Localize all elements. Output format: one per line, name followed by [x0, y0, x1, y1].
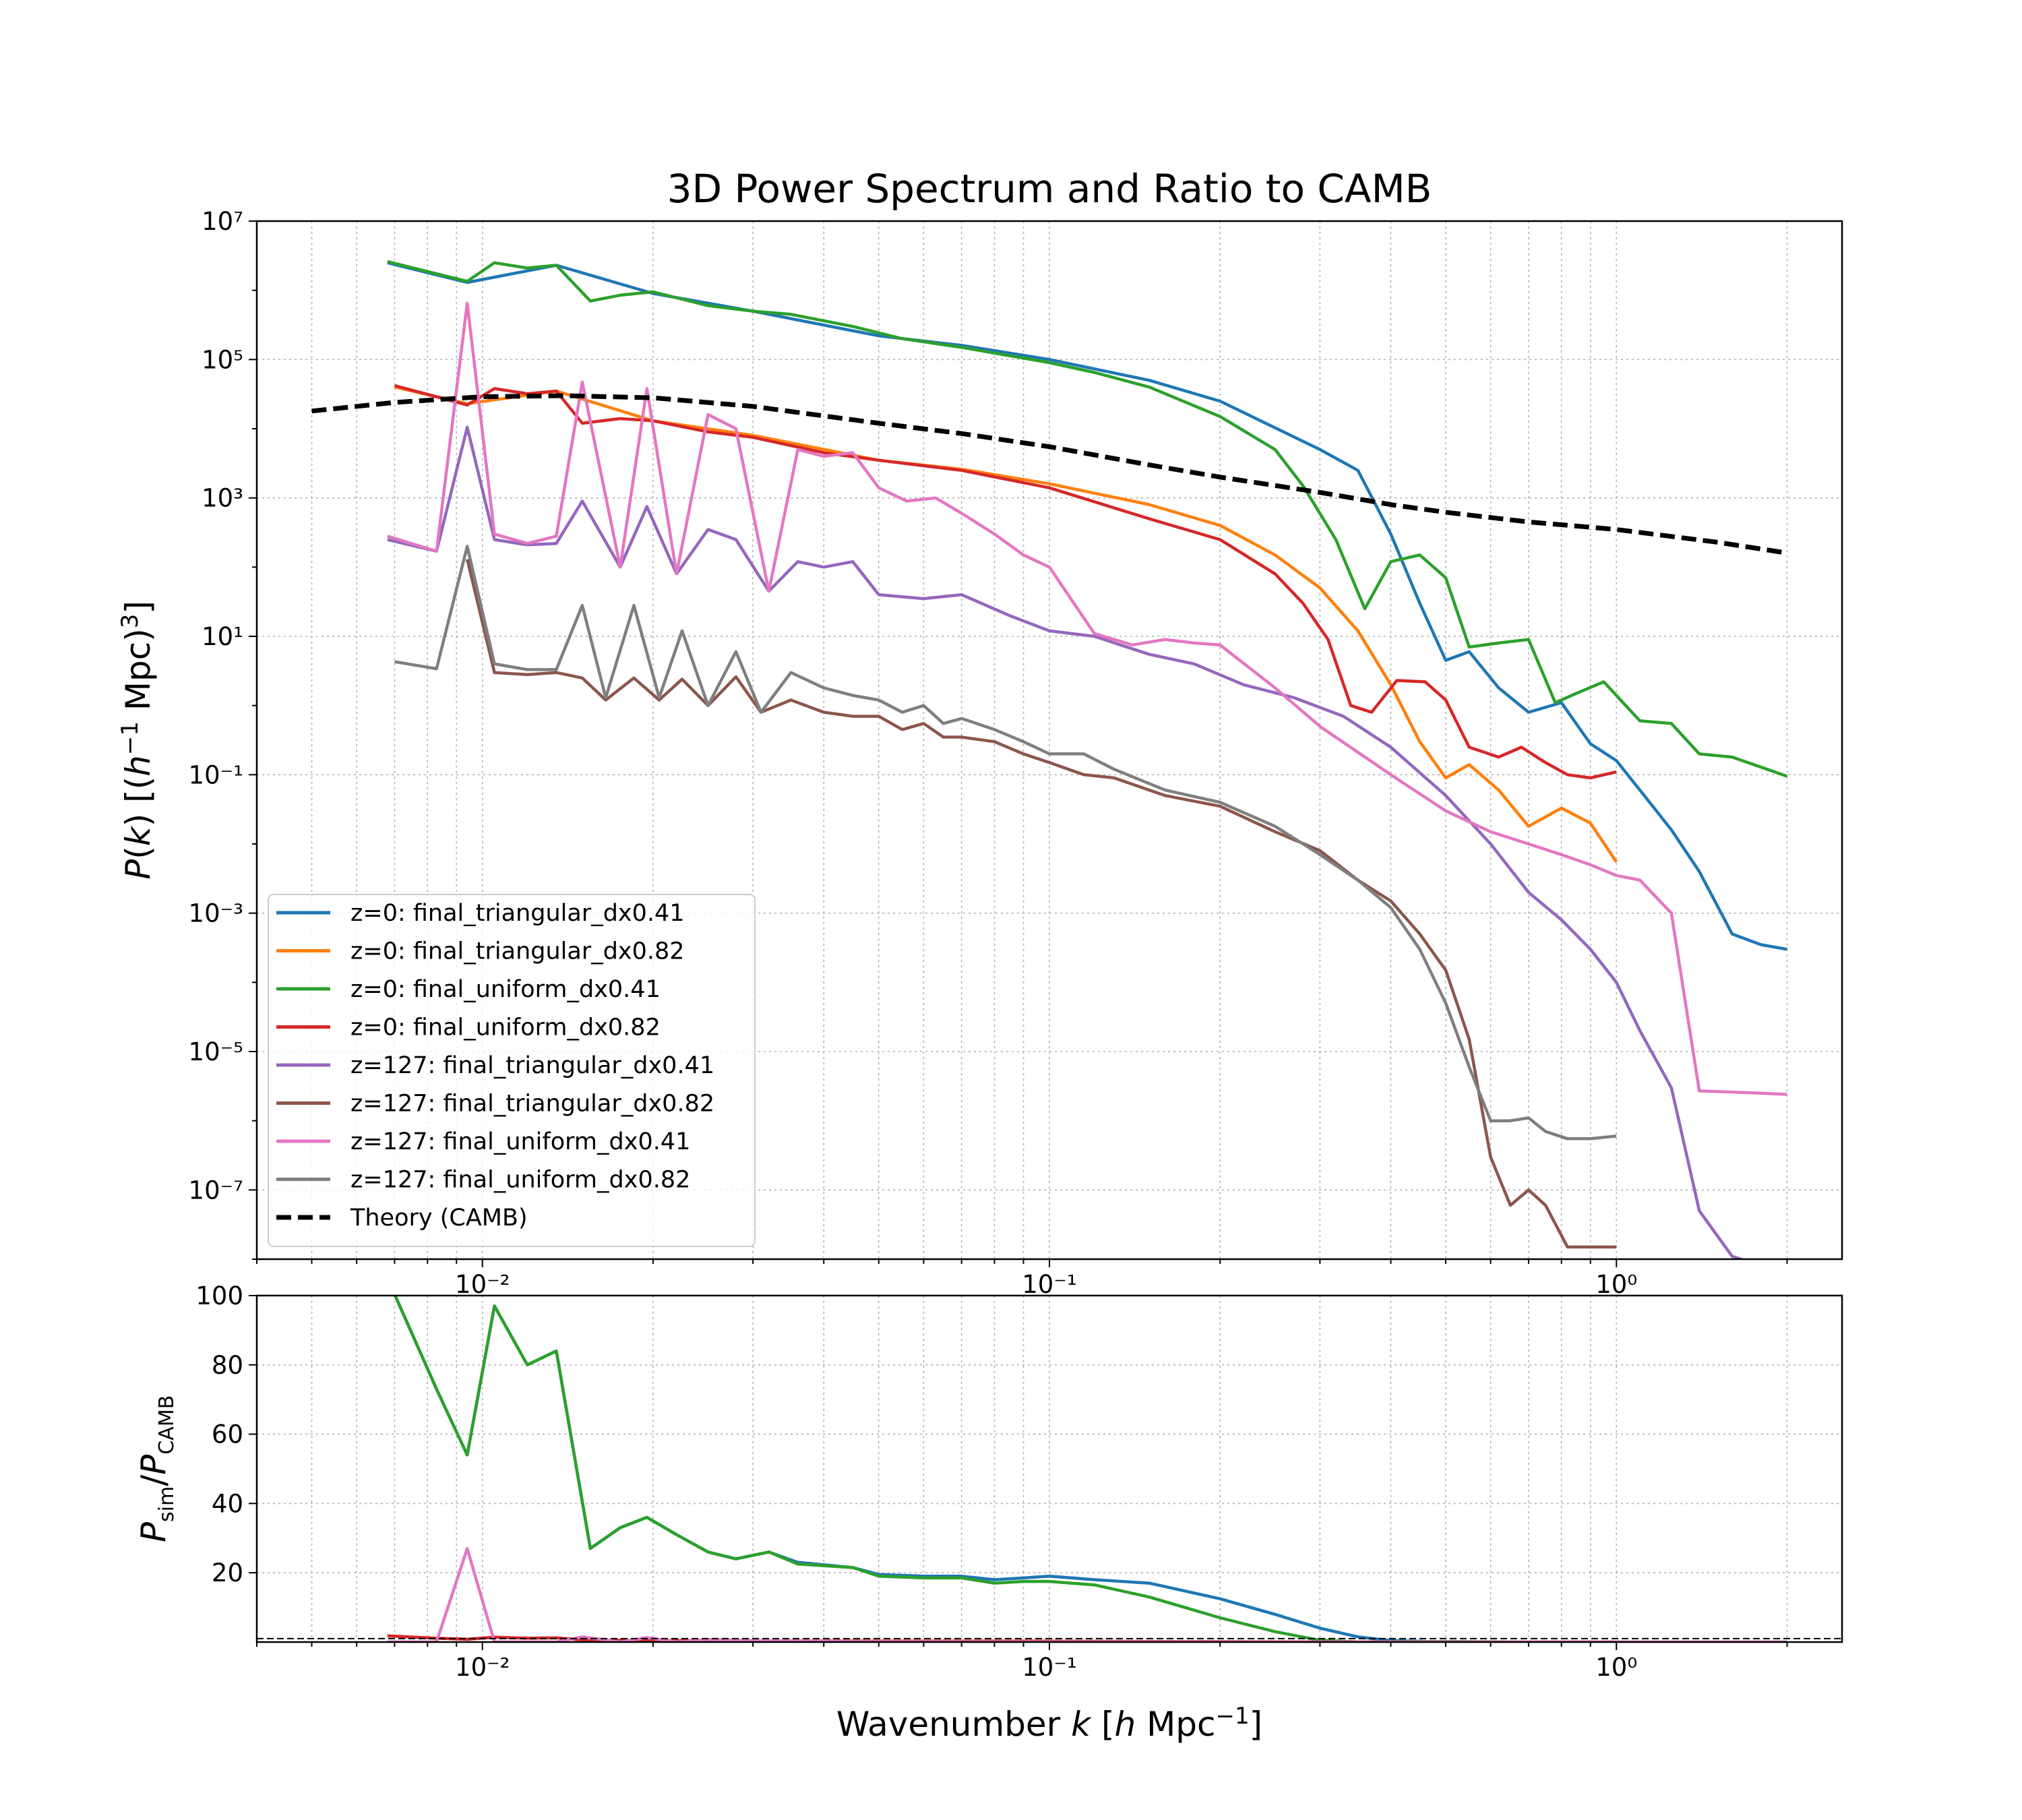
bottom-y-axis-label: Psim/PCAMB — [134, 1395, 179, 1542]
y-tick-label: 10³ — [202, 484, 243, 513]
top-series — [311, 260, 1788, 1259]
series-line-8 — [311, 393, 1788, 555]
legend-items: z=0: final_triangular_dx0.41 z=0: final_t… — [276, 900, 714, 1232]
y-tick-label: 60 — [212, 1420, 243, 1449]
legend-label: z=127: final_uniform_dx0.41 — [350, 1128, 690, 1155]
legend-label: z=127: final_triangular_dx0.82 — [350, 1091, 714, 1118]
y-tick-label: 10⁻¹ — [189, 760, 243, 789]
y-tick-label: 100 — [195, 1281, 243, 1310]
x-tick-label: 10⁻² — [455, 1270, 510, 1299]
y-tick-label: 10⁻³ — [189, 899, 243, 928]
series-line-4 — [387, 425, 1746, 1259]
x-tick-label: 10⁻¹ — [1022, 1270, 1076, 1299]
y-tick-label: 10⁵ — [202, 345, 243, 374]
legend: z=0: final_triangular_dx0.41 z=0: final_t… — [268, 894, 756, 1247]
y-tick-label: 40 — [212, 1489, 243, 1518]
series-line-3 — [394, 384, 1617, 780]
legend-label: Theory (CAMB) — [350, 1205, 528, 1232]
legend-label: z=0: final_uniform_dx0.82 — [350, 1014, 661, 1041]
series-line-7 — [394, 545, 1617, 1141]
legend-label: z=0: final_triangular_dx0.41 — [350, 900, 685, 927]
top-axes-frame — [255, 220, 1843, 1261]
x-axis-label: Wavenumber k [h Mpc−1] — [836, 1703, 1262, 1744]
top-ticks: 10⁻⁷ 10⁻⁵ 10⁻³ 10⁻¹ 10¹ 10³ 10⁵ 10⁷ 10⁻² 10⁻¹ 10⁰ — [189, 207, 1788, 1299]
x-tick-label: 10⁰ — [1595, 1270, 1637, 1299]
bottom-ticks: 10⁻² 10⁻¹ 10⁰ 20 40 60 80 100 — [195, 1281, 1788, 1682]
x-tick-label: 10⁰ — [1595, 1653, 1637, 1682]
ratio-line-3 — [387, 1546, 1787, 1642]
series-line-1 — [394, 386, 1618, 863]
series-line-5 — [466, 559, 1617, 1249]
y-tick-label: 20 — [212, 1558, 243, 1587]
legend-box — [268, 894, 756, 1247]
legend-label: z=0: final_triangular_dx0.82 — [350, 938, 685, 965]
y-tick-label: 80 — [212, 1351, 243, 1380]
chart-title: 3D Power Spectrum and Ratio to CAMB — [667, 166, 1432, 212]
y-tick-label: 10⁻⁵ — [189, 1037, 243, 1066]
bottom-panel: 10⁻² 10⁻¹ 10⁰ 20 40 60 80 100 Psim/PCAMB Wavenu… — [134, 1281, 1843, 1744]
series-line-0 — [387, 261, 1787, 951]
series-line-6 — [387, 301, 1787, 1096]
x-tick-label: 10⁻² — [455, 1653, 510, 1682]
x-tick-label: 10⁻¹ — [1022, 1653, 1076, 1682]
top-grid — [256, 220, 1842, 1259]
y-tick-label: 10⁷ — [202, 207, 243, 236]
y-tick-label: 10¹ — [202, 622, 243, 651]
legend-label: z=127: final_uniform_dx0.82 — [350, 1167, 690, 1194]
bottom-axes-frame — [255, 1294, 1843, 1643]
series-line-2 — [387, 260, 1788, 778]
y-tick-label: 10⁻⁷ — [189, 1176, 243, 1205]
legend-label: z=127: final_triangular_dx0.41 — [350, 1052, 714, 1079]
legend-label: z=0: final_uniform_dx0.41 — [350, 976, 661, 1003]
